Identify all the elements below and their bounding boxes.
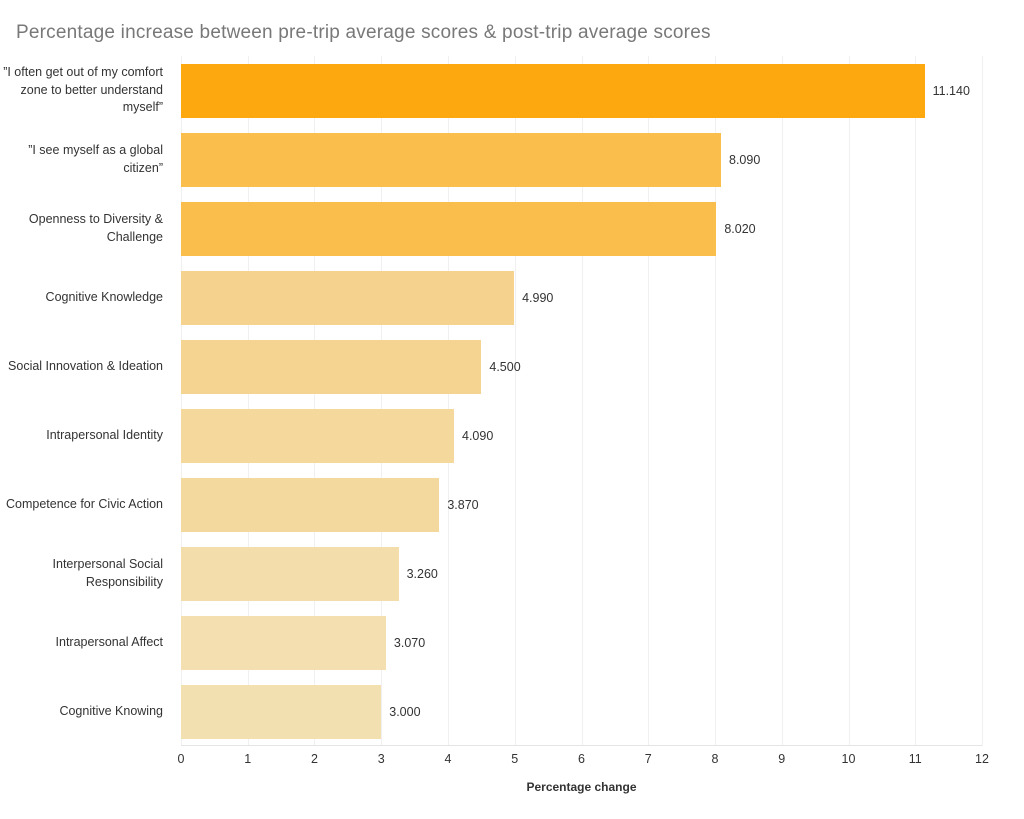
value-label: 3.870 (447, 497, 479, 512)
gridline (514, 56, 516, 746)
gridline (181, 56, 182, 746)
category-label: Intrapersonal Identity (46, 427, 163, 442)
gridline (714, 56, 716, 746)
bar-mark[interactable] (181, 201, 717, 256)
bar-mark[interactable] (181, 339, 482, 394)
gridline (982, 56, 983, 746)
category-label: Cognitive Knowledge (45, 289, 163, 304)
x-tick-label: 0 (177, 752, 185, 766)
value-label: 11.140 (932, 83, 970, 98)
bar-row: 4.500 (181, 332, 982, 401)
category-label: Openness to Diversity & Challenge (28, 212, 163, 244)
value-label: 3.260 (406, 566, 438, 581)
gridline (648, 56, 650, 746)
x-tick-label: 5 (511, 752, 519, 766)
x-tick-label: 3 (377, 752, 385, 766)
category-label: ”I see myself as a global citizen” (28, 143, 163, 175)
x-axis-ticks: 0 1 2 3 4 5 6 7 8 9 10 11 12 (177, 752, 989, 768)
bar-row: 3.260 (181, 539, 982, 608)
value-label: 4.500 (489, 359, 521, 374)
category-label: Competence for Civic Action (5, 496, 163, 511)
bar-mark[interactable] (181, 684, 382, 739)
category-label: Interpersonal Social Responsibility (52, 557, 163, 589)
x-tick-label: 10 (841, 752, 856, 766)
gridline (781, 56, 783, 746)
gridline (381, 56, 383, 746)
gridline (848, 56, 850, 746)
value-label: 3.070 (393, 635, 426, 650)
bar-row: 4.990 (181, 263, 982, 332)
bar-mark[interactable] (181, 408, 454, 463)
x-tick-label: 9 (778, 752, 786, 766)
bar-row: 8.020 (181, 194, 982, 263)
x-tick-label: 2 (311, 752, 318, 766)
x-tick-label: 4 (444, 752, 452, 766)
gridline (314, 56, 316, 746)
bar-row: 4.090 (181, 401, 982, 470)
x-tick-label: 11 (908, 752, 922, 766)
category-label: Intrapersonal Affect (55, 634, 163, 649)
chart-title: Percentage increase between pre-trip ave… (16, 22, 711, 43)
category-label: ”I often get out of my comfort zone to b… (3, 65, 163, 115)
bar-mark[interactable] (181, 477, 440, 532)
bar-row: 3.870 (181, 470, 982, 539)
value-label: 4.090 (462, 428, 494, 443)
bar-row: 3.000 (181, 677, 982, 746)
x-tick-label: 7 (644, 752, 652, 766)
gridline (247, 56, 249, 746)
value-label: 8.090 (729, 152, 761, 167)
x-axis-line (181, 745, 982, 746)
value-label: 4.990 (522, 290, 554, 305)
x-axis-title: Percentage change (526, 780, 637, 794)
bar-mark[interactable] (181, 63, 925, 118)
bar-row: 3.070 (181, 608, 982, 677)
x-tick-label: 8 (711, 752, 719, 766)
value-label: 3.000 (389, 704, 421, 719)
category-axis: ”I often get out of my comfort zone to b… (0, 56, 172, 746)
bar-rows: 11.140 8.090 8.020 4.990 4.500 4.090 3.870 3.26… (181, 56, 982, 746)
bar-mark[interactable] (181, 615, 386, 670)
bar-row: 11.140 (181, 56, 982, 125)
bar-mark[interactable] (181, 270, 515, 325)
x-tick-label: 6 (578, 752, 585, 766)
category-label: Cognitive Knowing (59, 703, 163, 718)
gridline (447, 56, 449, 746)
gridline (581, 56, 583, 746)
plot-area: 11.140 8.090 8.020 4.990 4.500 4.090 3.870 3.26… (181, 56, 983, 746)
x-tick-label: 1 (244, 752, 252, 766)
bar-row: 8.090 (181, 125, 982, 194)
bar-mark[interactable] (181, 132, 721, 187)
bar-mark[interactable] (181, 546, 399, 601)
category-label: Social Innovation & Ideation (8, 358, 163, 373)
x-tick-label: 12 (975, 752, 989, 766)
value-label: 8.020 (724, 221, 756, 236)
gridline (915, 56, 917, 746)
